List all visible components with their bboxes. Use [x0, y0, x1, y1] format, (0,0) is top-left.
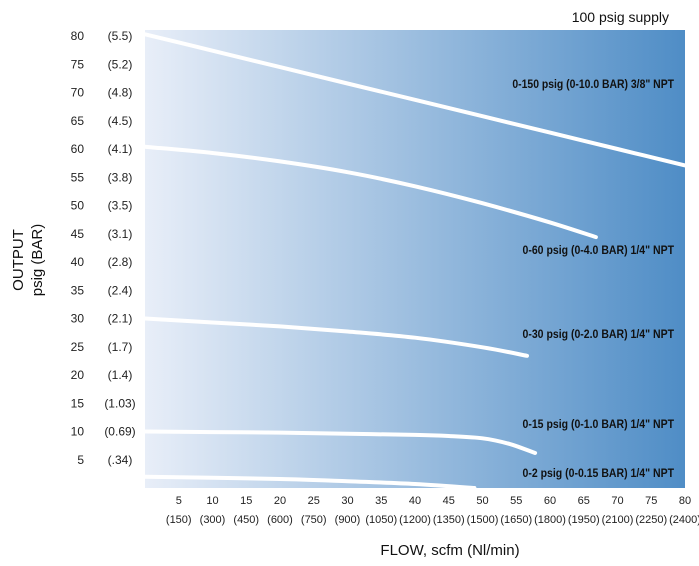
x-tick-sub-label: (600) — [267, 514, 293, 526]
series-label: 0-15 psig (0-1.0 BAR) 1/4" NPT — [523, 419, 675, 431]
y-tick-label: 20 — [71, 368, 85, 382]
y-tick-label: 55 — [71, 170, 85, 184]
y-tick-label: 40 — [71, 255, 85, 269]
x-axis-label: FLOW, scfm (Nl/min) — [380, 542, 519, 559]
curves-group — [143, 32, 687, 490]
supply-annotation: 100 psig supply — [572, 9, 669, 25]
x-tick-label: 5 — [176, 495, 182, 507]
x-tick-label: 50 — [476, 495, 488, 507]
plot-area — [145, 30, 685, 488]
y-tick-label: 70 — [71, 86, 85, 100]
x-tick-sub-label: (1950) — [568, 514, 600, 526]
series-label: 0-150 psig (0-10.0 BAR) 3/8" NPT — [512, 79, 674, 91]
x-tick-sub-label: (1050) — [365, 514, 397, 526]
x-tick-sub-label: (900) — [335, 514, 361, 526]
x-tick-sub-label: (1800) — [534, 514, 566, 526]
x-tick-sub-label: (150) — [166, 514, 192, 526]
y-tick-label: 30 — [71, 312, 85, 326]
y-tick-bar-label: (1.4) — [108, 368, 133, 382]
series-label: 0-2 psig (0-0.15 BAR) 1/4" NPT — [523, 468, 675, 480]
y-tick-bar-label: (3.8) — [108, 170, 133, 184]
x-ticks-group: 5 (150) 10 (300) 15 (450) 20 (600) 25 (750) 30 (900… — [166, 495, 699, 526]
y-tick-label: 75 — [71, 57, 85, 71]
x-tick-sub-label: (2400) — [669, 514, 699, 526]
series-line — [143, 474, 477, 490]
y-tick-label: 65 — [71, 114, 85, 128]
y-tick-label: 60 — [71, 142, 85, 156]
y-tick-label: 25 — [71, 340, 85, 354]
y-tick-label: 10 — [71, 425, 85, 439]
x-tick-label: 65 — [578, 495, 590, 507]
y-tick-bar-label: (4.8) — [108, 86, 133, 100]
y-tick-label: 80 — [71, 29, 85, 43]
x-tick-label: 40 — [409, 495, 421, 507]
x-tick-label: 80 — [679, 495, 691, 507]
y-tick-bar-label: (1.03) — [104, 396, 135, 410]
y-tick-label: 15 — [71, 396, 85, 410]
x-tick-sub-label: (750) — [301, 514, 327, 526]
y-tick-label: 35 — [71, 283, 85, 297]
x-tick-label: 20 — [274, 495, 286, 507]
y-tick-bar-label: (3.5) — [108, 199, 133, 213]
y-ticks-group: 80 (5.5) 75 (5.2) 70 (4.8) 65 (4.5) 60 (4.1) 55 (3.… — [71, 29, 136, 467]
y-tick-bar-label: (2.4) — [108, 283, 133, 297]
x-tick-label: 10 — [206, 495, 218, 507]
x-tick-label: 60 — [544, 495, 556, 507]
x-tick-label: 45 — [443, 495, 455, 507]
y-axis-label-line2: psig (BAR) — [29, 224, 46, 297]
series-label: 0-60 psig (0-4.0 BAR) 1/4" NPT — [523, 245, 675, 257]
x-tick-label: 75 — [645, 495, 657, 507]
x-tick-label: 25 — [308, 495, 320, 507]
curve-labels-group: 0-150 psig (0-10.0 BAR) 3/8" NPT 0-60 psi… — [512, 79, 674, 480]
series-line — [143, 144, 598, 240]
y-tick-bar-label: (2.8) — [108, 255, 133, 269]
y-tick-bar-label: (3.1) — [108, 227, 133, 241]
y-axis-label-line1: OUTPUT — [10, 229, 27, 291]
y-tick-bar-label: (2.1) — [108, 312, 133, 326]
y-tick-bar-label: (4.5) — [108, 114, 133, 128]
y-tick-label: 5 — [77, 453, 84, 467]
x-tick-sub-label: (450) — [233, 514, 259, 526]
y-tick-bar-label: (1.7) — [108, 340, 133, 354]
x-tick-label: 15 — [240, 495, 252, 507]
x-tick-label: 70 — [611, 495, 623, 507]
x-tick-sub-label: (300) — [200, 514, 226, 526]
y-tick-bar-label: (5.5) — [108, 29, 133, 43]
y-tick-bar-label: (5.2) — [108, 57, 133, 71]
y-tick-label: 45 — [71, 227, 85, 241]
series-label: 0-30 psig (0-2.0 BAR) 1/4" NPT — [523, 329, 675, 341]
x-tick-sub-label: (1650) — [500, 514, 532, 526]
y-tick-bar-label: (4.1) — [108, 142, 133, 156]
x-tick-sub-label: (1500) — [467, 514, 499, 526]
x-tick-label: 55 — [510, 495, 522, 507]
series-line — [143, 316, 529, 358]
x-tick-sub-label: (1350) — [433, 514, 465, 526]
x-tick-sub-label: (2250) — [635, 514, 667, 526]
y-tick-bar-label: (0.69) — [104, 425, 135, 439]
y-tick-label: 50 — [71, 199, 85, 213]
y-tick-bar-label: (.34) — [108, 453, 133, 467]
x-tick-sub-label: (1200) — [399, 514, 431, 526]
x-tick-sub-label: (2100) — [602, 514, 634, 526]
series-line — [143, 429, 538, 455]
series-line — [143, 32, 687, 168]
x-tick-label: 35 — [375, 495, 387, 507]
x-tick-label: 30 — [341, 495, 353, 507]
